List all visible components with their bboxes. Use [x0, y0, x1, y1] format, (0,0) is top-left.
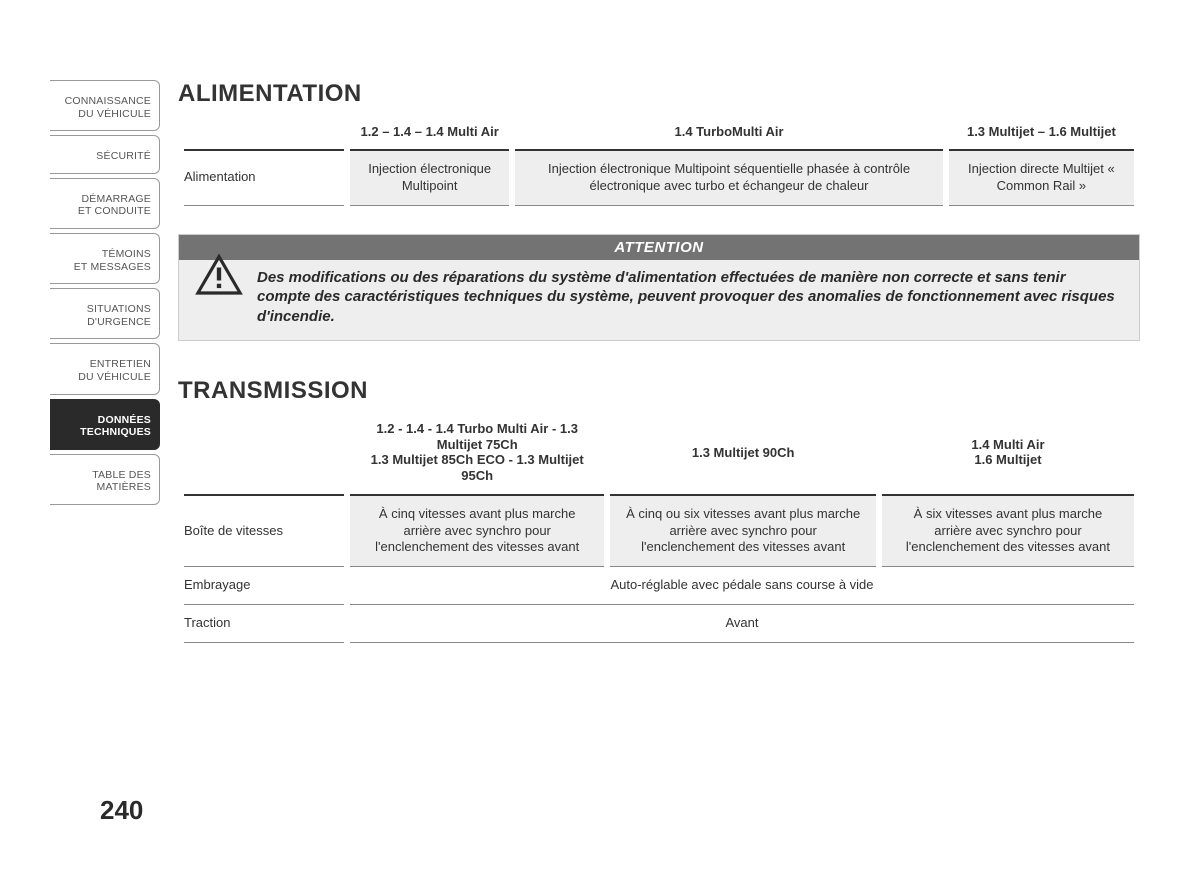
alimentation-table: 1.2 – 1.4 – 1.4 Multi Air 1.4 TurboMulti…: [178, 118, 1140, 206]
sidebar-tabs: CONNAISSANCEDU VÉHICULESÉCURITÉDÉMARRAGE…: [50, 80, 160, 643]
trans-row0-cell0: À cinq vitesses avant plus marche arrièr…: [350, 496, 604, 568]
sidebar-tab-6[interactable]: DONNÉESTECHNIQUES: [50, 399, 160, 450]
alim-rowlabel: Alimentation: [184, 151, 344, 206]
sidebar-tab-7-line2: TABLE DES MATIÈRES: [54, 469, 151, 494]
sidebar-tab-7[interactable]: TABLE DES MATIÈRES: [50, 454, 160, 505]
attention-callout: ATTENTION Des modifications ou des répar…: [178, 234, 1140, 342]
trans-row2-merged: Avant: [350, 605, 1134, 643]
trans-row2-label: Traction: [184, 605, 344, 643]
transmission-table: 1.2 - 1.4 - 1.4 Turbo Multi Air - 1.3 Mu…: [178, 415, 1140, 643]
transmission-title: TRANSMISSION: [178, 377, 1140, 405]
sidebar-tab-2[interactable]: DÉMARRAGEET CONDUITE: [50, 178, 160, 229]
sidebar-tab-2-line1: DÉMARRAGE: [54, 193, 151, 206]
trans-row1-label: Embrayage: [184, 567, 344, 605]
sidebar-tab-3-line1: TÉMOINS: [54, 248, 151, 261]
trans-header-0: 1.2 - 1.4 - 1.4 Turbo Multi Air - 1.3 Mu…: [350, 415, 604, 495]
trans-row0-cell1: À cinq ou six vitesses avant plus marche…: [610, 496, 876, 568]
sidebar-tab-3-line2: ET MESSAGES: [54, 261, 151, 274]
sidebar-tab-5[interactable]: ENTRETIENDU VÉHICULE: [50, 343, 160, 394]
sidebar-tab-6-line1: DONNÉES: [54, 414, 151, 427]
trans-row0-label: Boîte de vitesses: [184, 496, 344, 568]
sidebar-tab-4-line2: D'URGENCE: [54, 316, 151, 329]
sidebar-tab-0[interactable]: CONNAISSANCEDU VÉHICULE: [50, 80, 160, 131]
attention-text: Des modifications ou des réparations du …: [197, 268, 1121, 327]
sidebar-tab-0-line1: CONNAISSANCE: [54, 95, 151, 108]
sidebar-tab-1[interactable]: SÉCURITÉ: [50, 135, 160, 174]
sidebar-tab-0-line2: DU VÉHICULE: [54, 108, 151, 121]
sidebar-tab-3[interactable]: TÉMOINSET MESSAGES: [50, 233, 160, 284]
sidebar-tab-5-line1: ENTRETIEN: [54, 358, 151, 371]
sidebar-tab-4[interactable]: SITUATIONSD'URGENCE: [50, 288, 160, 339]
alimentation-title: ALIMENTATION: [178, 80, 1140, 108]
alim-header-1: 1.4 TurboMulti Air: [515, 118, 942, 151]
alim-cell-1: Injection électronique Multipoint séquen…: [515, 151, 942, 206]
attention-banner: ATTENTION: [179, 235, 1139, 260]
sidebar-tab-4-line1: SITUATIONS: [54, 303, 151, 316]
alim-header-0: 1.2 – 1.4 – 1.4 Multi Air: [350, 118, 509, 151]
trans-row0-cell2: À six vitesses avant plus marche arrière…: [882, 496, 1134, 568]
trans-header-2: 1.4 Multi Air 1.6 Multijet: [882, 415, 1134, 495]
page-number: 240: [100, 795, 143, 826]
trans-header-1: 1.3 Multijet 90Ch: [610, 415, 876, 495]
alim-cell-2: Injection directe Multijet « Common Rail…: [949, 151, 1134, 206]
main-content: ALIMENTATION 1.2 – 1.4 – 1.4 Multi Air 1…: [178, 80, 1140, 643]
sidebar-tab-5-line2: DU VÉHICULE: [54, 371, 151, 384]
sidebar-tab-2-line2: ET CONDUITE: [54, 205, 151, 218]
alim-cell-0: Injection électronique Multipoint: [350, 151, 509, 206]
warning-triangle-icon: [193, 251, 245, 297]
alim-header-2: 1.3 Multijet – 1.6 Multijet: [949, 118, 1134, 151]
trans-row1-merged: Auto-réglable avec pédale sans course à …: [350, 567, 1134, 605]
sidebar-tab-6-line2: TECHNIQUES: [54, 426, 151, 439]
sidebar-tab-1-line2: SÉCURITÉ: [54, 150, 151, 163]
